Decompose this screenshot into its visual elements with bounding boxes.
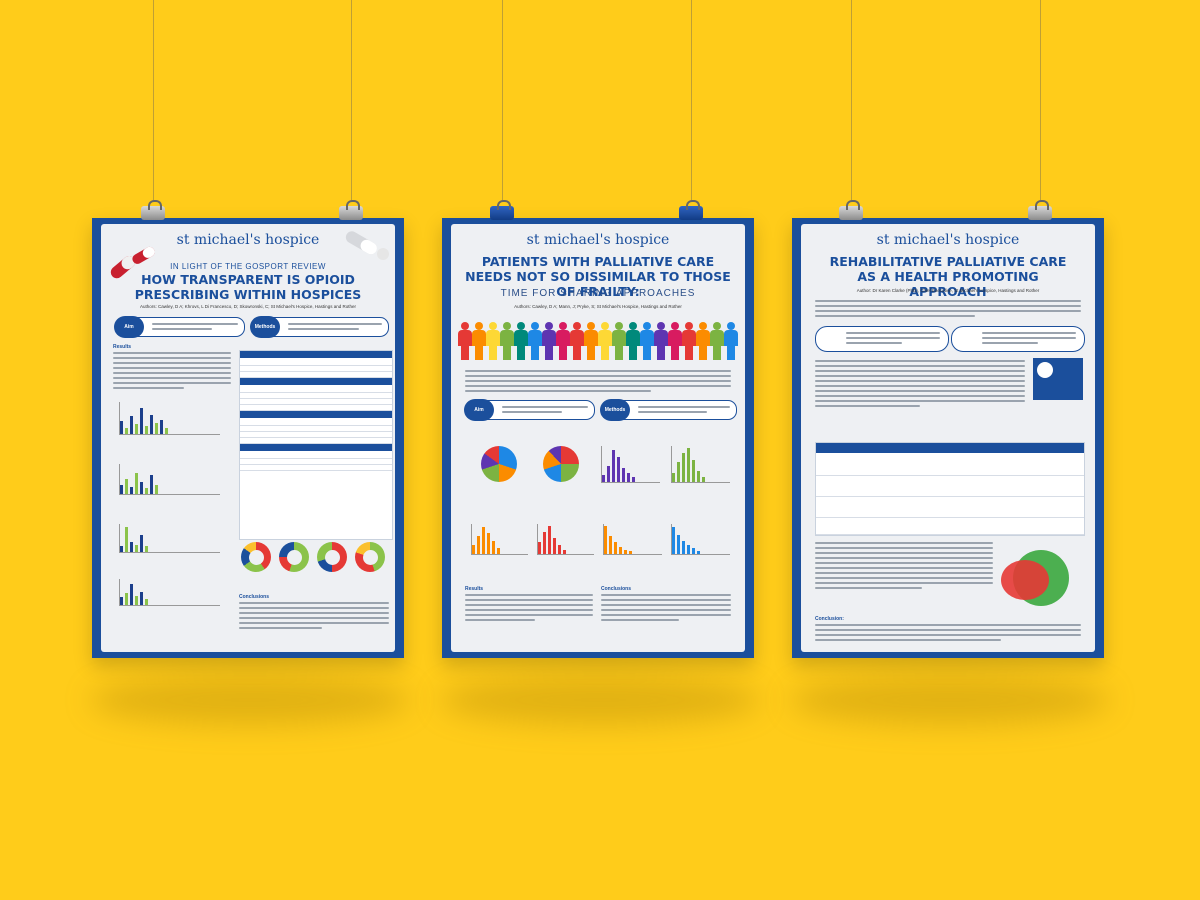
hanging-string	[851, 0, 852, 200]
bar-chart	[601, 446, 660, 483]
binder-clip	[339, 200, 363, 220]
donut-chart	[241, 542, 271, 572]
bar-chart	[537, 524, 594, 555]
poster-overline: IN LIGHT OF THE GOSPORT REVIEW	[170, 262, 326, 271]
methods-text	[638, 406, 730, 416]
background-text	[815, 300, 1081, 320]
aim-box: Aim	[114, 316, 245, 338]
poster-brand: st michael's hospice	[176, 232, 320, 248]
binder-clip	[490, 200, 514, 220]
conclusion-text	[815, 624, 1081, 644]
donut-chart	[317, 542, 347, 572]
poster-subtitle: TIME FOR SHARING APPROACHES	[500, 288, 696, 299]
venn-diagram	[1001, 560, 1049, 600]
aim-box: Aim	[464, 399, 595, 421]
results-text	[465, 594, 593, 624]
hppc-box	[815, 326, 949, 352]
rpc-box	[951, 326, 1085, 352]
poster-title: PATIENTS WITH PALLIATIVE CARE NEEDS NOT …	[465, 254, 731, 299]
aim-text	[502, 406, 588, 416]
results-heading: Results	[465, 586, 484, 592]
bar-chart	[119, 579, 220, 606]
health-promotion-table	[815, 442, 1085, 536]
conclusion-heading: Conclusion:	[815, 616, 844, 622]
poster-opioid-prescribing: st michael's hospice IN LIGHT OF THE GOS…	[92, 218, 404, 658]
methods-text	[288, 323, 382, 333]
binder-clip	[141, 200, 165, 220]
aim-method-text	[815, 360, 1025, 410]
poster-brand: st michael's hospice	[876, 232, 1020, 248]
pill-capsules-icon	[110, 246, 155, 279]
conclusions-heading: Conclusions	[239, 594, 270, 600]
binder-clip	[839, 200, 863, 220]
bar-chart	[603, 524, 662, 555]
poster-title: REHABILITATIVE PALLIATIVE CARE AS A HEAL…	[829, 254, 1067, 299]
conclusions-heading: Conclusions	[601, 586, 632, 592]
bar-chart	[119, 524, 220, 553]
bar-chart	[671, 524, 730, 555]
audit-table	[239, 350, 393, 540]
poster-authors: Authors: Cawley, D A; Mann, J; Pryke, S;…	[514, 304, 682, 309]
methods-box: Methods	[600, 399, 737, 421]
conclusions-text	[601, 594, 731, 624]
donut-chart	[355, 542, 385, 572]
binder-clip	[1028, 200, 1052, 220]
donut-chart	[279, 542, 309, 572]
methods-label: Methods	[250, 316, 280, 338]
aim-label: Aim	[464, 399, 494, 421]
pill-capsules-icon	[345, 231, 389, 260]
bar-chart	[471, 524, 528, 555]
paper-people-chain	[451, 316, 745, 362]
aim-text	[152, 323, 238, 333]
poster-shadow	[790, 675, 1110, 725]
hanging-string	[153, 0, 154, 200]
pie-chart	[481, 446, 517, 482]
poster-paper: st michael's hospice PATIENTS WITH PALLI…	[451, 224, 745, 652]
poster-brand: st michael's hospice	[526, 232, 670, 248]
methods-label: Methods	[600, 399, 630, 421]
background-text	[465, 370, 731, 395]
poster-palliative-frailty: st michael's hospice PATIENTS WITH PALLI…	[442, 218, 754, 658]
aim-label: Aim	[114, 316, 144, 338]
hppc-text	[846, 332, 940, 347]
hanging-string	[691, 0, 692, 200]
results-text	[113, 352, 231, 392]
poster-authors: Authors: Cawley, D A; Khrovs, L Di Franc…	[140, 304, 356, 309]
hanging-string	[1040, 0, 1041, 200]
poster-authors: Author: Dr Karen Clarke (PhD), Chief Exe…	[856, 288, 1040, 293]
binder-clip	[679, 200, 703, 220]
bar-chart	[119, 402, 220, 435]
discussion-text	[815, 542, 993, 592]
poster-paper: st michael's hospice REHABILITATIVE PALL…	[801, 224, 1095, 652]
poster-shadow	[90, 675, 410, 725]
poster-shadow	[440, 675, 760, 725]
poster-paper: st michael's hospice IN LIGHT OF THE GOS…	[101, 224, 395, 652]
results-heading: Results	[113, 344, 132, 350]
methods-box: Methods	[250, 316, 389, 338]
poster-title: HOW TRANSPARENT IS OPIOID PRESCRIBING WI…	[134, 272, 362, 302]
bar-chart	[119, 464, 220, 495]
bar-chart	[671, 446, 730, 483]
conclusions-text	[239, 602, 389, 632]
pie-chart	[543, 446, 579, 482]
hanging-string	[502, 0, 503, 200]
poster-rehabilitative-palliative: st michael's hospice REHABILITATIVE PALL…	[792, 218, 1104, 658]
book-cover-image	[1033, 358, 1083, 400]
rpc-text	[982, 332, 1076, 347]
hanging-string	[351, 0, 352, 200]
